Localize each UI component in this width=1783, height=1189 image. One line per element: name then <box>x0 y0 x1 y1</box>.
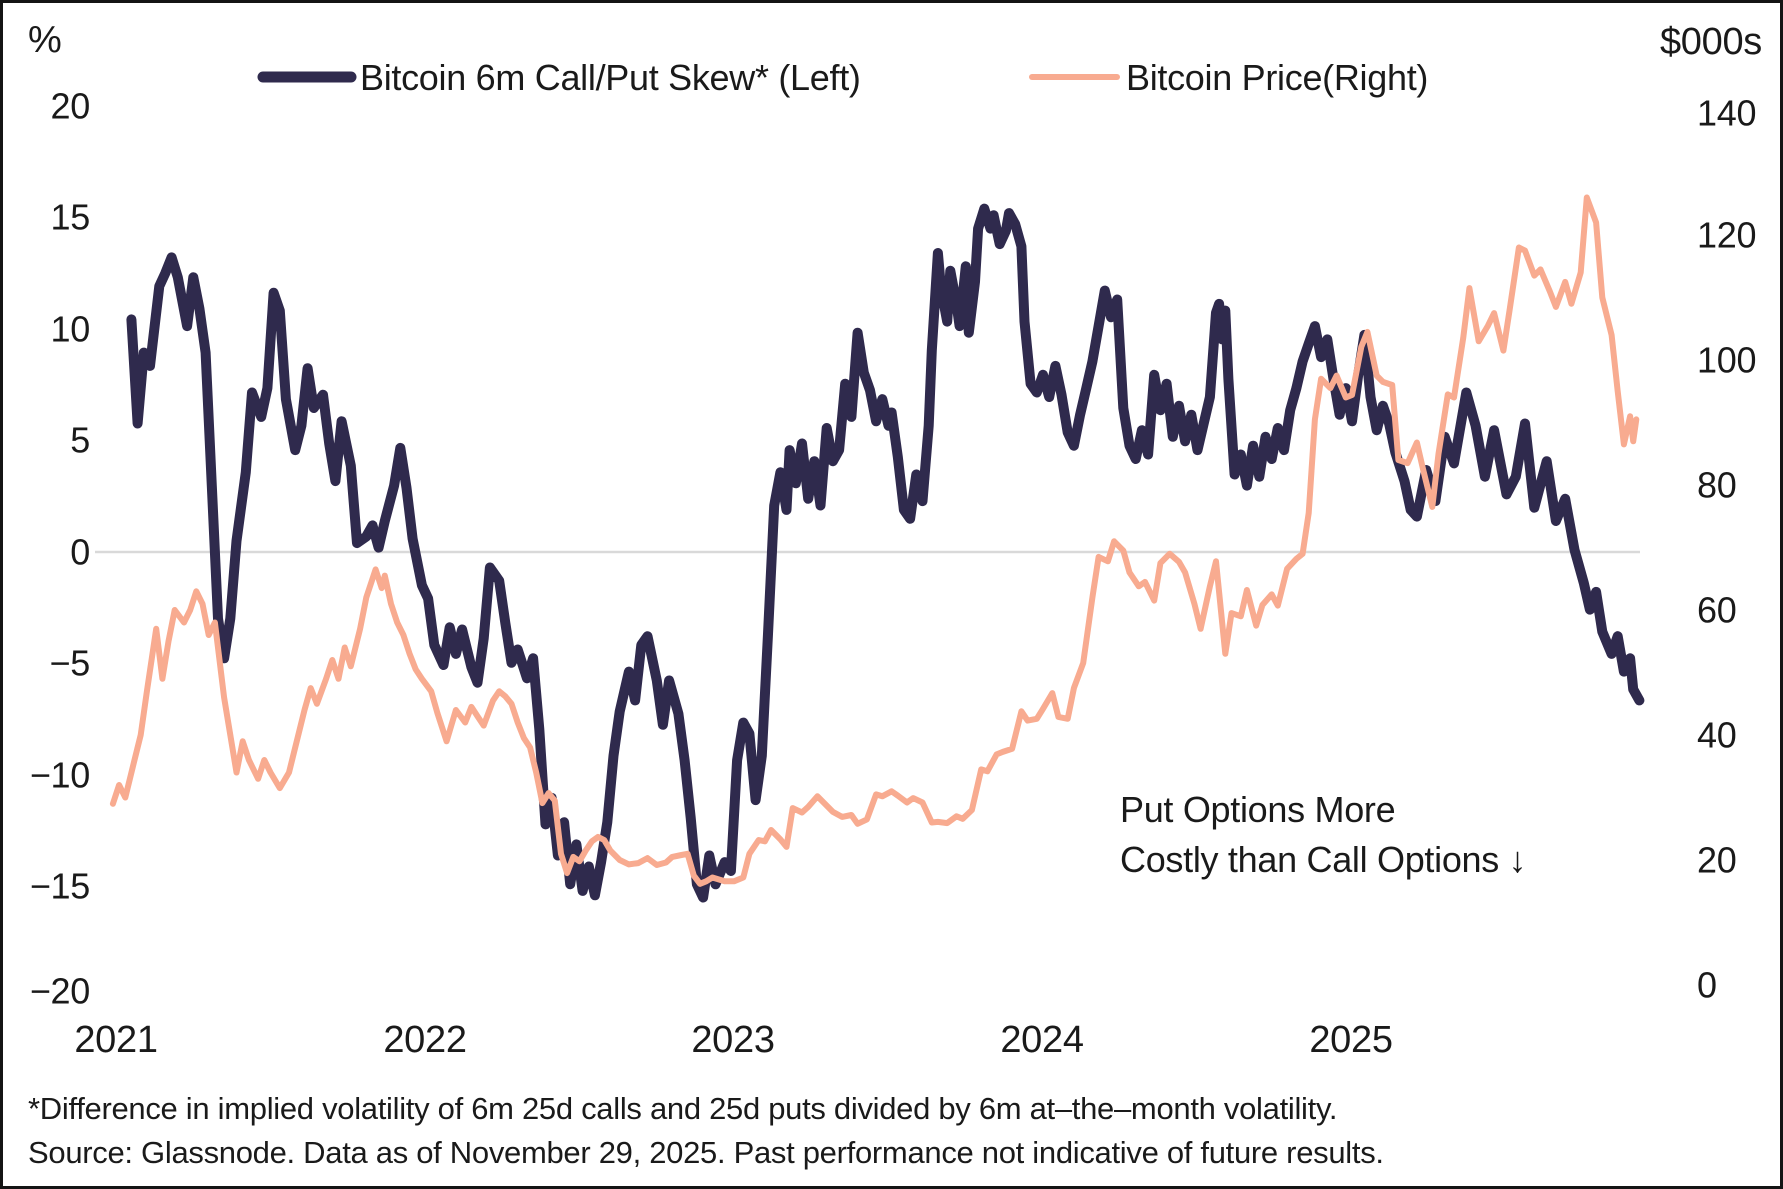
x-axis-ticks: 2021 2022 2023 2024 2025 <box>74 1019 1393 1061</box>
right-tick-40: 40 <box>1697 715 1736 756</box>
annotation-line-2: Costly than Call Options ↓ <box>1120 839 1526 880</box>
left-tick-20: 20 <box>51 86 90 127</box>
legend: Bitcoin 6m Call/Put Skew* (Left) Bitcoin… <box>257 57 1428 98</box>
right-tick-80: 80 <box>1697 465 1736 506</box>
x-tick-2022: 2022 <box>383 1019 466 1061</box>
left-tick-neg5: −5 <box>50 643 90 684</box>
left-axis-unit-label: % <box>28 19 62 61</box>
footnote-line-2: Source: Glassnode. Data as of November 2… <box>28 1135 1384 1170</box>
right-tick-120: 120 <box>1697 215 1756 256</box>
right-tick-140: 140 <box>1697 93 1756 134</box>
annotation-line-1: Put Options More <box>1120 789 1395 830</box>
right-tick-0: 0 <box>1697 965 1717 1006</box>
x-tick-2025: 2025 <box>1309 1019 1392 1061</box>
annotation: Put Options More Costly than Call Option… <box>1120 789 1527 880</box>
right-tick-60: 60 <box>1697 590 1736 631</box>
left-tick-0: 0 <box>70 532 90 573</box>
left-tick-10: 10 <box>51 309 90 350</box>
x-tick-2023: 2023 <box>691 1019 774 1061</box>
left-axis-ticks: 20 15 10 5 0 −5 −10 −15 −20 <box>30 86 90 1012</box>
footnote-line-1: *Difference in implied volatility of 6m … <box>28 1091 1337 1126</box>
left-tick-neg10: −10 <box>30 755 90 796</box>
left-tick-15: 15 <box>51 197 90 238</box>
price-line <box>109 194 1640 887</box>
footnote: *Difference in implied volatility of 6m … <box>28 1091 1384 1170</box>
right-axis-unit-label: $000s <box>1660 21 1762 63</box>
legend-price-label: Bitcoin Price(Right) <box>1126 57 1428 98</box>
x-tick-2021: 2021 <box>74 1019 157 1061</box>
right-tick-20: 20 <box>1697 840 1736 881</box>
left-tick-5: 5 <box>70 420 90 461</box>
left-tick-neg20: −20 <box>30 971 90 1012</box>
right-tick-100: 100 <box>1697 340 1756 381</box>
right-axis-ticks: 140 120 100 80 60 40 20 0 <box>1697 93 1756 1006</box>
skew-line <box>126 203 1645 903</box>
x-tick-2024: 2024 <box>1000 1019 1084 1061</box>
left-tick-neg15: −15 <box>30 866 90 907</box>
legend-skew-label: Bitcoin 6m Call/Put Skew* (Left) <box>360 57 861 98</box>
